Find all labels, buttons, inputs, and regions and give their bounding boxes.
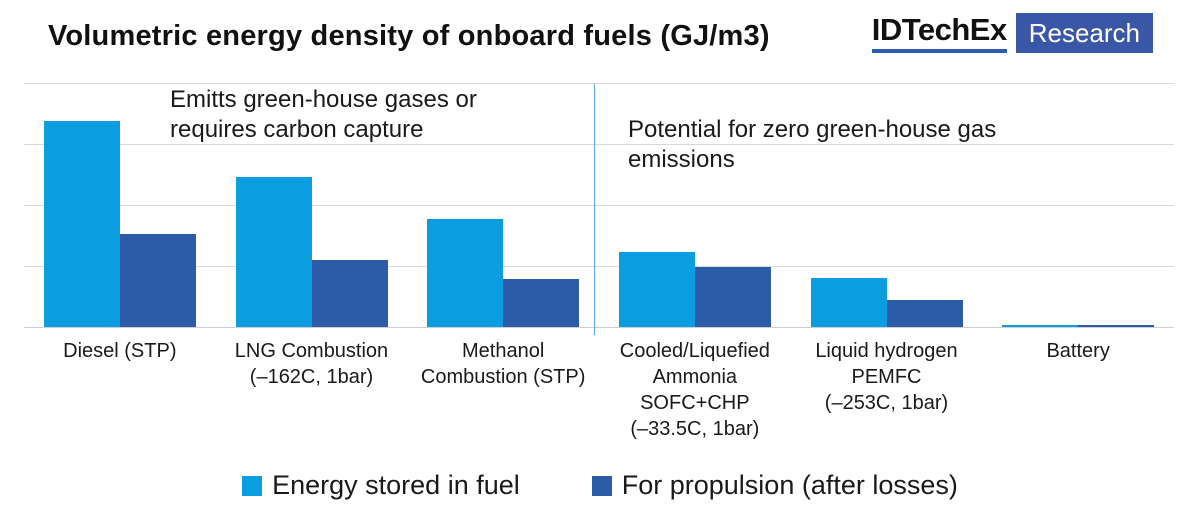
annotation-right-group: Potential for zero green-house gas emiss… <box>628 116 997 173</box>
idtechex-research-badge: Research <box>1015 13 1153 53</box>
x-axis-label-cat2: LNG Combustion (–162C, 1bar) <box>234 340 389 388</box>
idtechex-brand-underline <box>871 49 1007 53</box>
x-axis-labels: Diesel (STP) LNG Combustion (–162C, 1bar)… <box>24 338 1174 458</box>
legend-swatch-icon <box>591 475 612 496</box>
x-axis-label-cat3: Methanol Combustion (STP) <box>420 340 586 388</box>
gridline <box>24 144 1174 145</box>
bar-series2-cat4 <box>694 266 771 327</box>
bar-series2-cat2 <box>311 259 388 327</box>
bar-series1-cat3 <box>427 219 504 327</box>
bar-series2-cat3 <box>503 278 580 327</box>
legend-item-series1: Energy stored in fuel <box>242 470 520 501</box>
x-axis-label-cat1: Diesel (STP) <box>63 340 177 362</box>
legend: Energy stored in fuel For propulsion (aft… <box>0 470 1200 501</box>
x-axis-baseline <box>24 327 1174 328</box>
bar-series1-cat1 <box>43 120 120 327</box>
bar-series1-cat4 <box>618 251 695 327</box>
x-axis-label-cat6: Battery <box>1046 340 1110 362</box>
legend-swatch-icon <box>242 475 263 496</box>
idtechex-logo: IDTechEx Research <box>871 12 1153 53</box>
x-axis-label-cat5: Liquid hydrogen PEMFC (–253C, 1bar) <box>815 340 958 414</box>
bar-series1-cat6 <box>1002 324 1079 327</box>
legend-item-series2: For propulsion (after losses) <box>591 470 958 501</box>
bar-series1-cat2 <box>235 176 312 327</box>
gridline <box>24 266 1174 267</box>
legend-label: Energy stored in fuel <box>272 470 520 500</box>
chart-title: Volumetric energy density of onboard fue… <box>48 20 770 52</box>
idtechex-brand-text: IDTechEx <box>871 12 1007 47</box>
bar-series1-cat5 <box>810 277 887 327</box>
plot-area: Emitts green-house gases or requires car… <box>24 83 1174 335</box>
bar-series2-cat5 <box>886 299 963 327</box>
group-divider-line <box>594 84 595 335</box>
idtechex-brand: IDTechEx <box>871 12 1007 53</box>
bar-series2-cat1 <box>119 234 196 327</box>
bar-series2-cat6 <box>1078 325 1155 327</box>
legend-label: For propulsion (after losses) <box>621 470 958 500</box>
gridline <box>24 205 1174 206</box>
x-axis-label-cat4: Cooled/Liquefied Ammonia SOFC+CHP (–33.5… <box>619 340 770 440</box>
gridline <box>24 83 1174 84</box>
annotation-left-group: Emitts green-house gases or requires car… <box>170 86 477 143</box>
